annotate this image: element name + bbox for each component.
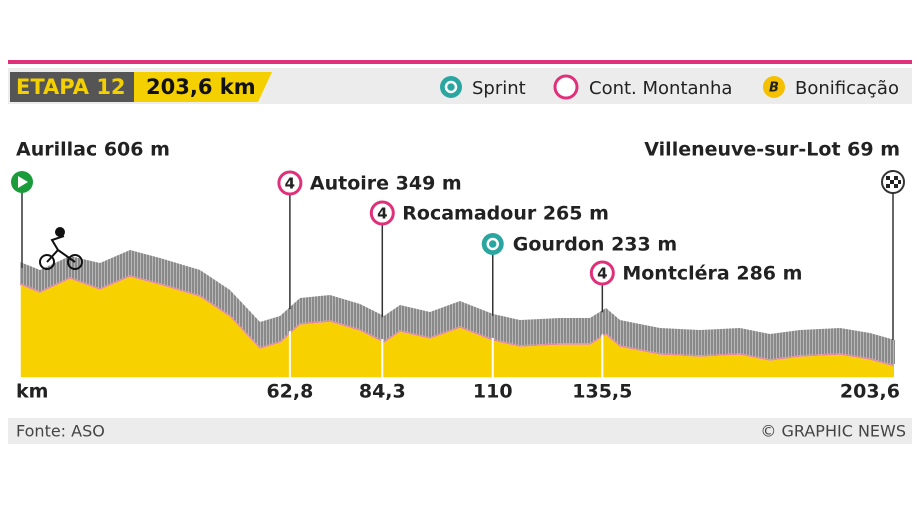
finish-label: Villeneuve-sur-Lot 69 m <box>644 139 900 161</box>
credit: © GRAPHIC NEWS <box>760 422 906 441</box>
sprint-icon-inner <box>444 80 458 94</box>
cyclist <box>39 227 83 270</box>
distance-box <box>134 72 272 102</box>
sprint-marker-inner <box>486 237 499 251</box>
km-tick-label: 110 <box>473 381 513 403</box>
km-tick-label: 203,6 <box>840 381 900 403</box>
climb-category: 4 <box>377 205 387 223</box>
mountain-marker <box>277 170 303 196</box>
start-icon-arrow <box>18 176 28 188</box>
top-rule <box>8 60 912 64</box>
finish-checks <box>886 176 901 188</box>
stage: ETAPA 12 <box>16 75 126 99</box>
start-label: Aurillac 606 m <box>16 139 170 161</box>
distance: 203,6 km <box>146 75 256 99</box>
mountain-marker <box>369 200 395 226</box>
sprint-marker <box>481 233 504 255</box>
bonus-icon <box>763 76 785 98</box>
km-tick-label: 135,5 <box>572 381 632 403</box>
mountain-icon <box>553 74 579 100</box>
stage-box <box>10 72 134 102</box>
climb-label: Montcléra 286 m <box>622 263 802 285</box>
legend-label: Cont. Montanha <box>589 78 732 99</box>
km-tick-label: 84,3 <box>359 381 406 403</box>
footer-band <box>8 418 912 444</box>
legend-label: Sprint <box>472 78 526 99</box>
sprint-icon <box>440 76 462 98</box>
climb-category: 4 <box>597 265 607 283</box>
climb-label: Rocamadour 265 m <box>402 203 609 225</box>
climb-label: Autoire 349 m <box>310 173 462 195</box>
km-tick-label: 62,8 <box>266 381 313 403</box>
profile-edge <box>19 275 896 367</box>
km-axis-label: km <box>16 381 48 403</box>
climb-label: Gourdon 233 m <box>513 234 677 256</box>
source: Fonte: ASO <box>16 422 105 441</box>
legend-label: Bonificação <box>795 78 899 99</box>
mountain-marker <box>589 260 615 286</box>
bonus-icon-letter: B <box>769 81 779 96</box>
climb-category: 4 <box>285 175 295 193</box>
